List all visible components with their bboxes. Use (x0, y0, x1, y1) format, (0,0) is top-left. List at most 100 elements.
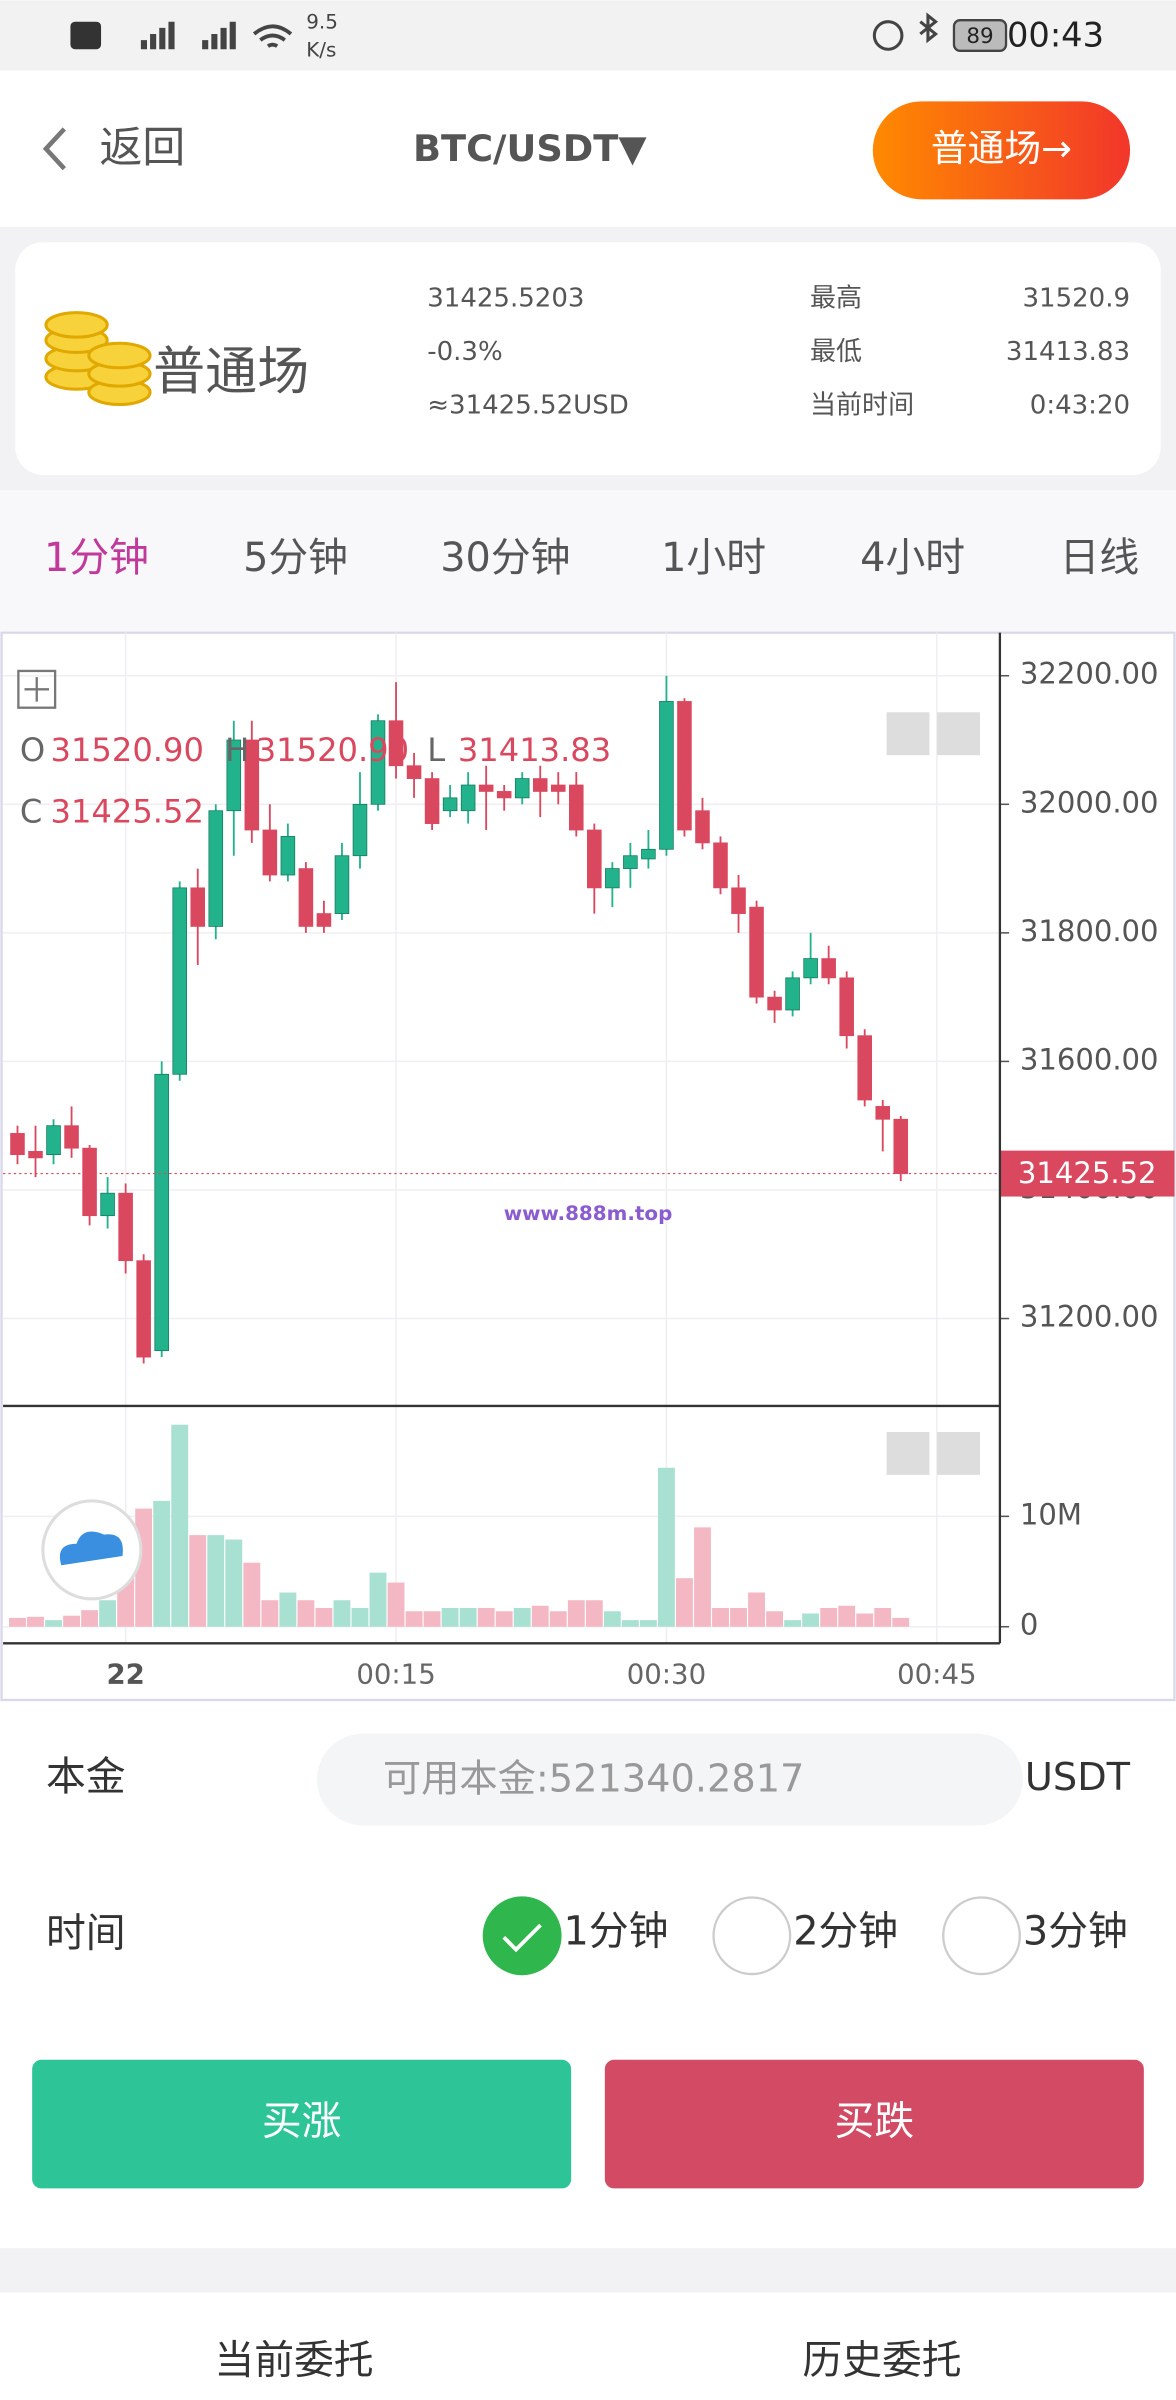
radio[interactable] (942, 1896, 1021, 1976)
candle-body (893, 1118, 909, 1174)
legend-key: O (20, 731, 45, 769)
y-tick-label: 32000.00 (1020, 785, 1159, 819)
mode-button-label[interactable]: 普通场→ (931, 127, 1072, 170)
amount-label: 本金 (46, 1754, 126, 1800)
interval-tab[interactable]: 1小时 (661, 535, 766, 581)
info-card (15, 242, 1161, 475)
volume-bar (405, 1611, 423, 1627)
candle-body (118, 1192, 133, 1262)
volume-bar (712, 1607, 729, 1627)
price: 31425.5203 (427, 283, 584, 313)
stat-value: 31520.9 (1022, 283, 1130, 313)
candle-body (10, 1133, 25, 1156)
crosshair-icon[interactable] (24, 677, 50, 702)
volume-bar (621, 1620, 639, 1627)
back-icon[interactable] (42, 127, 67, 171)
candle-body (821, 958, 836, 979)
volume-bar (81, 1610, 99, 1627)
candle-body (749, 906, 764, 998)
candle-body (623, 855, 638, 869)
volume-bar (802, 1613, 820, 1627)
buy-up-button[interactable] (32, 2059, 572, 2189)
candle-body (677, 701, 692, 831)
amount-input[interactable] (316, 1733, 1023, 1826)
interval-tab[interactable]: 1分钟 (44, 535, 149, 581)
volume-bar (585, 1600, 603, 1627)
cloud-icon[interactable] (59, 1531, 123, 1566)
candle-body (857, 1035, 872, 1101)
volume-bar (874, 1607, 892, 1627)
coins-icon (44, 311, 152, 407)
candle-body (262, 829, 278, 876)
volume-bar (748, 1592, 765, 1627)
pane-control[interactable] (937, 1431, 980, 1475)
buy-down-button[interactable] (604, 2059, 1144, 2189)
volume-bar (153, 1500, 171, 1627)
stat-label: 当前时间 (810, 391, 914, 421)
candle-body (244, 739, 260, 831)
battery-level: 89 (966, 24, 993, 49)
candle-body (496, 791, 512, 799)
legend-value: 31520.90 (51, 731, 204, 769)
net-speed: 9.5 (306, 11, 338, 34)
volume-bar (27, 1616, 44, 1627)
interval-tab[interactable]: 30分钟 (440, 535, 570, 581)
volume-bar (45, 1620, 62, 1627)
interval-tab[interactable]: 5分钟 (243, 535, 348, 581)
candle-body (731, 887, 746, 914)
stat-value: 31413.83 (1006, 337, 1130, 367)
legend-key: L (427, 731, 445, 769)
volume-bar (766, 1611, 784, 1627)
time-label: 时间 (46, 1910, 126, 1956)
radio[interactable] (482, 1896, 562, 1976)
volume-bar (603, 1611, 621, 1627)
volume-bar (207, 1535, 225, 1627)
radio[interactable] (712, 1896, 792, 1976)
radio-label[interactable]: 2分钟 (793, 1909, 898, 1955)
candle-body (352, 803, 368, 857)
interval-tab[interactable]: 日线 (1060, 535, 1140, 581)
candle-body (460, 784, 476, 812)
buy-down-label[interactable]: 买跌 (835, 2099, 915, 2145)
radio-label[interactable]: 3分钟 (1023, 1909, 1128, 1955)
candle-body (641, 848, 656, 860)
volume-bar (351, 1607, 369, 1627)
pair-selector[interactable]: BTC/USDT▼ (413, 127, 647, 170)
stat-label: 最高 (810, 283, 862, 313)
candle-body (136, 1260, 151, 1358)
eye-icon (872, 20, 904, 51)
volume-bar (513, 1607, 531, 1627)
buy-up-label[interactable]: 买涨 (262, 2099, 342, 2145)
x-tick-label: 00:15 (356, 1658, 435, 1690)
candle-body (100, 1192, 115, 1217)
volume-bar (549, 1611, 567, 1627)
candle-body (587, 829, 602, 889)
volume-bar (189, 1535, 207, 1627)
crosshair-toggle[interactable] (17, 669, 57, 709)
interval-tab[interactable]: 4小时 (860, 535, 965, 581)
radio-check (502, 1923, 542, 1953)
pane-control[interactable] (937, 712, 980, 756)
volume-bar (261, 1600, 279, 1627)
candle-body (46, 1125, 61, 1156)
candle-body (64, 1125, 79, 1149)
volume-bar (784, 1620, 802, 1627)
radio-label[interactable]: 1分钟 (564, 1909, 669, 1955)
amount-placeholder[interactable]: 可用本金:521340.2817 (383, 1757, 805, 1802)
candle-body (695, 810, 710, 844)
y-tick-label: 0 (1020, 1608, 1039, 1642)
candle-body (154, 1073, 169, 1352)
tab[interactable]: 当前委托 (214, 2337, 373, 2383)
tab[interactable]: 历史委托 (802, 2337, 961, 2383)
candle-body (424, 778, 440, 824)
pane-control[interactable] (886, 1431, 930, 1475)
pane-control[interactable] (886, 712, 930, 756)
candle-body (478, 784, 494, 792)
back-label[interactable]: 返回 (100, 123, 186, 173)
interval-bar (0, 490, 1176, 632)
volume-bar (243, 1562, 261, 1627)
mode-button[interactable] (872, 101, 1131, 200)
y-tick-label: 32200.00 (1020, 657, 1159, 691)
candle-body (767, 996, 782, 1011)
candle-body (316, 913, 332, 927)
